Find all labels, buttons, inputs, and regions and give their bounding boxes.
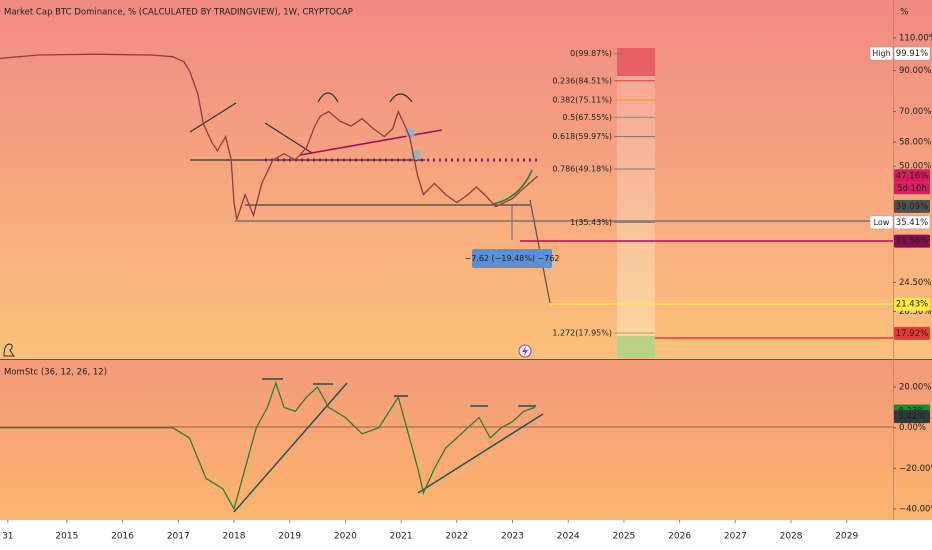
x-tick-label: 2018 (223, 532, 246, 542)
price-badge-label: 99.91% (896, 49, 928, 59)
x-tick-label: 2027 (724, 532, 747, 542)
y-tick-label: 70.00% (899, 107, 931, 117)
x-tick-label: 2029 (835, 532, 858, 542)
measure-box (472, 249, 552, 268)
badge-tag-label: High (872, 49, 890, 58)
x-tick-label: 2019 (278, 532, 301, 542)
x-tick-label: 2028 (780, 532, 803, 542)
time-axis (0, 520, 932, 550)
fib-label: 1(35.43%) (570, 218, 612, 227)
fib-label: 0.5(67.55%) (563, 113, 612, 122)
x-tick-label: 2024 (557, 532, 580, 542)
y-tick-label: 0.00% (899, 423, 926, 433)
event-icon (522, 346, 528, 356)
fib-label: 1.272(17.95%) (552, 329, 612, 338)
fib-zone (617, 48, 655, 76)
y-tick-label: 20.50% (899, 307, 931, 317)
pane-title: MomStc (36, 12, 26, 12) (4, 368, 107, 378)
y-tick-label: 24.50% (899, 278, 931, 288)
y-tick-label: −40.00% (899, 505, 932, 515)
x-tick-label: 2022 (445, 532, 468, 542)
axis-unit: % (900, 8, 909, 18)
y-tick-label: −20.00% (899, 464, 932, 474)
price-badge-label: 5.42% (898, 412, 925, 422)
price-badge-label: 47.16% (896, 171, 928, 181)
x-tick-label: 2025 (612, 532, 635, 542)
price-badge (894, 234, 930, 248)
y-tick-label: 50.00% (899, 162, 931, 172)
fib-zone (617, 336, 655, 358)
x-tick-label: 31 (2, 532, 13, 542)
y-tick-label: 20.00% (899, 383, 931, 393)
price-badge-label: 39.09% (896, 202, 928, 212)
fib-label: 0(99.87%) (570, 49, 612, 58)
price-badge-label: 31.56% (896, 237, 928, 247)
price-badge (894, 326, 930, 340)
fib-label: 0.382(75.11%) (552, 95, 612, 104)
logo (3, 343, 16, 357)
x-tick-label: 2020 (334, 532, 357, 542)
x-tick-label: 2016 (111, 532, 134, 542)
price-badge (894, 169, 930, 183)
price-badge (894, 297, 930, 311)
fib-zone (617, 76, 655, 336)
x-tick-label: 2023 (501, 532, 524, 542)
fib-label: 0.236(84.51%) (552, 76, 612, 85)
data-line (0, 380, 536, 511)
y-tick-label: 110.00% (899, 33, 932, 43)
fib-label: 0.618(59.97%) (552, 132, 612, 141)
drawings (0, 92, 893, 513)
x-tick-label: 2015 (55, 532, 78, 542)
measure-label: −7.62 (−19.48%) −762 (464, 254, 559, 263)
indicator-pane (0, 360, 932, 520)
data-line (0, 53, 539, 220)
price-badge-label: 21.43% (896, 300, 928, 310)
badge-sub-label: 5d 10h (897, 184, 927, 194)
price-badge (894, 410, 930, 424)
x-tick-label: 2017 (167, 532, 190, 542)
badge-sub (894, 182, 930, 195)
price-badge (894, 199, 930, 213)
price-badge-label: 35.41% (896, 218, 928, 228)
badge-tag (869, 215, 894, 230)
badge-tag-label: Low (874, 218, 890, 227)
x-tick-label: 2021 (390, 532, 413, 542)
main-pane (0, 0, 932, 359)
badge-tag (869, 46, 894, 61)
price-badge (893, 46, 931, 61)
price-badge-label: 17.92% (896, 329, 928, 339)
pane-title: Market Cap BTC Dominance, % (CALCULATED … (4, 8, 353, 18)
y-tick-label: 90.00% (899, 66, 931, 76)
y-tick-label: 58.00% (899, 138, 931, 148)
price-badge (893, 215, 931, 230)
fib-label: 0.786(49.18%) (552, 164, 612, 173)
x-tick-label: 2026 (668, 532, 691, 542)
